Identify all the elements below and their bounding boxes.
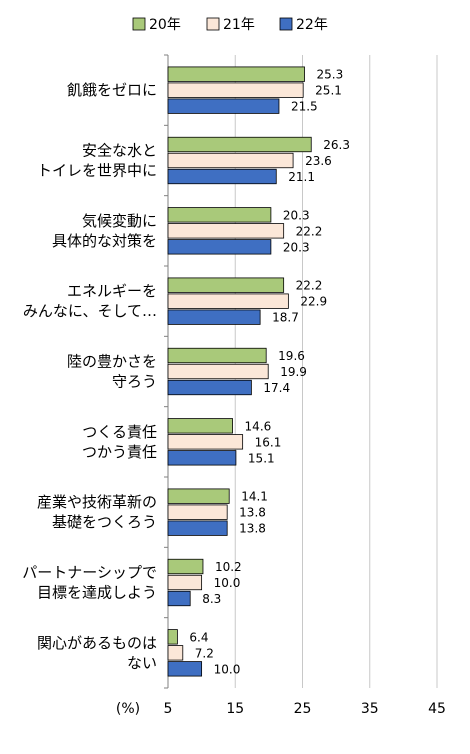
value-label: 7.2 xyxy=(195,646,214,660)
bar-20年 xyxy=(167,418,233,434)
category-label: エネルギーを xyxy=(67,282,157,300)
bar-22年 xyxy=(167,168,277,185)
legend-label: 20年 xyxy=(149,17,181,33)
bar-20年 xyxy=(167,558,204,575)
category-label: トイレを世界中に xyxy=(37,162,157,180)
value-label: 18.7 xyxy=(272,311,299,325)
legend-swatch xyxy=(206,17,220,31)
bar-21年 xyxy=(167,645,184,661)
value-label: 26.3 xyxy=(323,138,350,152)
bar-21年 xyxy=(167,574,203,591)
value-label: 14.6 xyxy=(245,419,272,433)
category-label: つかう責任 xyxy=(82,443,157,461)
category-label: 守ろう xyxy=(112,373,157,391)
value-label: 25.1 xyxy=(315,84,342,98)
value-label: 17.4 xyxy=(263,381,290,395)
value-label: 22.9 xyxy=(300,295,327,309)
value-label: 20.3 xyxy=(283,240,310,254)
value-label: 15.1 xyxy=(248,451,275,465)
value-label: 21.5 xyxy=(291,100,318,114)
bar-21年 xyxy=(167,223,285,239)
value-label: 13.8 xyxy=(239,506,266,520)
category-label: 気候変動に xyxy=(82,212,157,230)
x-tick-label: 45 xyxy=(428,701,446,717)
bar-20年 xyxy=(167,207,272,223)
bar-20年 xyxy=(167,66,305,82)
bar-22年 xyxy=(167,379,252,396)
bar-20年 xyxy=(167,277,285,293)
value-label: 25.3 xyxy=(317,68,344,82)
x-tick-label: 25 xyxy=(294,701,312,717)
legend-label: 22年 xyxy=(296,17,328,33)
value-label: 19.6 xyxy=(278,349,305,363)
bar-22年 xyxy=(167,309,261,325)
value-label: 21.1 xyxy=(288,170,315,184)
category-label: 産業や技術革新の xyxy=(37,493,157,511)
category-label: つくる責任 xyxy=(82,423,157,441)
bar-20年 xyxy=(167,629,178,645)
value-label: 23.6 xyxy=(305,154,332,168)
unit-label: (%) xyxy=(116,701,140,717)
value-label: 20.3 xyxy=(283,208,310,222)
bar-22年 xyxy=(167,239,272,255)
legend-swatch xyxy=(132,17,146,31)
bar-21年 xyxy=(167,504,228,520)
value-label: 14.1 xyxy=(241,490,268,504)
x-tick-label: 15 xyxy=(226,701,244,717)
category-label: 安全な水と xyxy=(82,142,157,160)
category-label: 関心があるものは xyxy=(37,634,157,652)
value-label: 22.2 xyxy=(296,279,323,293)
bar-21年 xyxy=(167,82,304,98)
bar-20年 xyxy=(167,136,312,153)
category-label: ない xyxy=(127,654,157,672)
x-tick-label: 5 xyxy=(164,701,173,717)
value-label: 10.2 xyxy=(215,560,242,574)
value-label: 13.8 xyxy=(239,522,266,536)
value-label: 22.2 xyxy=(296,224,323,238)
value-label: 10.0 xyxy=(214,662,241,676)
bar-22年 xyxy=(167,520,228,536)
bar-22年 xyxy=(167,450,237,466)
category-label: みんなに、そして… xyxy=(23,302,157,320)
legend-label: 21年 xyxy=(223,17,255,33)
value-label: 10.0 xyxy=(214,576,241,590)
category-label: 具体的な対策を xyxy=(52,232,157,250)
value-label: 19.9 xyxy=(280,365,307,379)
bar-20年 xyxy=(167,488,230,504)
x-tick-label: 35 xyxy=(361,701,379,717)
category-label: パートナーシップで xyxy=(22,564,157,582)
bar-22年 xyxy=(167,661,203,677)
bar-21年 xyxy=(167,152,294,169)
bar-21年 xyxy=(167,363,269,380)
category-label: 陸の豊かさを xyxy=(67,353,157,371)
bar-20年 xyxy=(167,347,267,364)
category-label: 基礎をつくろう xyxy=(52,513,157,531)
legend-swatch xyxy=(279,17,293,31)
bar-21年 xyxy=(167,293,289,309)
category-label: 飢餓をゼロに xyxy=(67,81,157,99)
bar-22年 xyxy=(167,590,191,607)
bar-21年 xyxy=(167,434,244,450)
bar-22年 xyxy=(167,98,280,114)
value-label: 16.1 xyxy=(255,435,282,449)
value-label: 8.3 xyxy=(202,592,221,606)
value-label: 6.4 xyxy=(189,630,208,644)
category-label: 目標を達成しよう xyxy=(37,584,157,602)
